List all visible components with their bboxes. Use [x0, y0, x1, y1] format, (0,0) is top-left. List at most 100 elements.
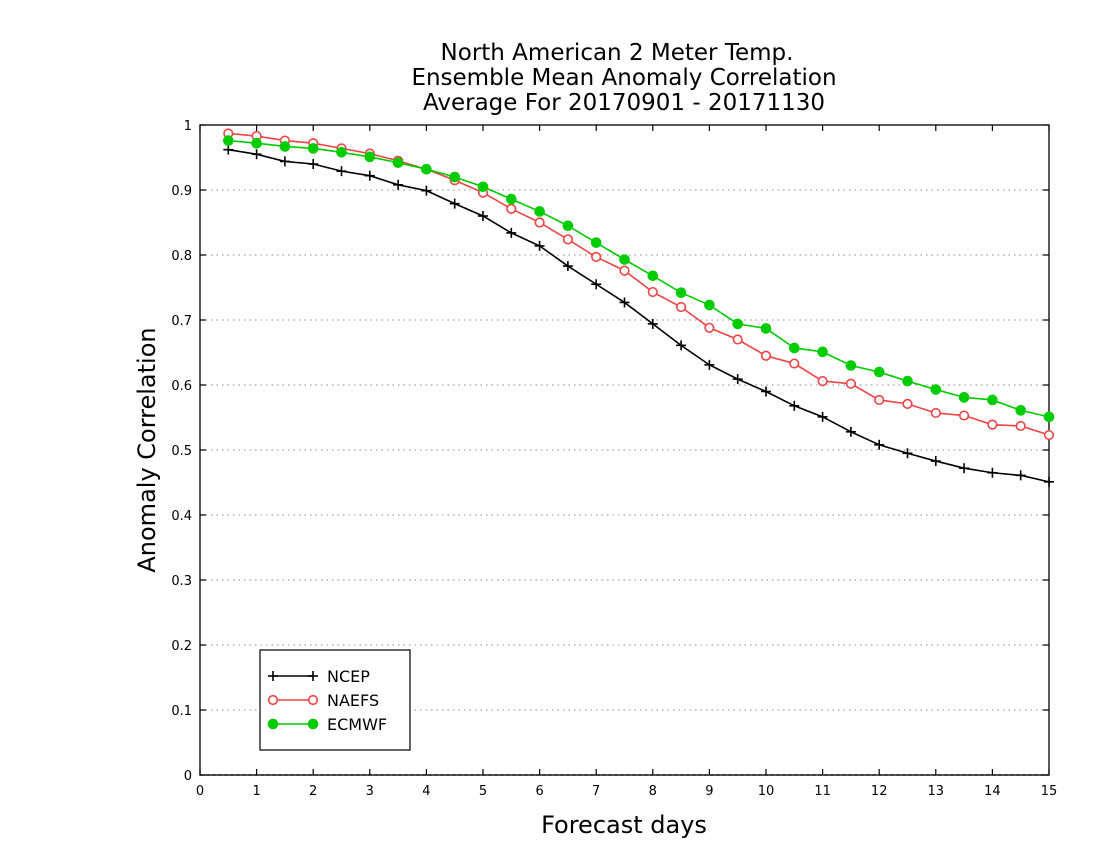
- data-point-ecmwf: [590, 237, 602, 248]
- data-point-ncep: [251, 149, 262, 160]
- x-tick-label: 12: [871, 784, 888, 799]
- y-axis-label: Anomaly Correlation: [133, 327, 161, 572]
- x-tick-label: 11: [814, 784, 831, 799]
- chart-title-line-3: Average For 20170901 - 20171130: [423, 90, 825, 116]
- x-tick-label: 5: [479, 784, 487, 799]
- data-point-ecmwf: [279, 141, 291, 152]
- data-point-ecmwf: [789, 342, 800, 354]
- data-point-ncep: [364, 170, 375, 181]
- data-point-ncep: [562, 261, 573, 272]
- chart-title-line-2: Ensemble Mean Anomaly Correlation: [411, 65, 836, 91]
- data-point-ecmwf: [449, 171, 461, 183]
- legend-items: NCEP NAEFS ECMWF: [267, 667, 387, 734]
- data-point-ecmwf: [364, 151, 376, 163]
- data-point-ecmwf: [930, 384, 942, 395]
- x-tick-label: 14: [984, 784, 1001, 799]
- data-point-ncep: [591, 279, 602, 290]
- data-point-ncep: [647, 318, 658, 329]
- data-point-ecmwf: [307, 143, 319, 154]
- data-point-ncep: [1044, 476, 1054, 487]
- data-point-naefs: [675, 301, 687, 313]
- y-tick-label: 0.9: [171, 184, 192, 199]
- data-point-ncep: [902, 448, 913, 459]
- legend-marker-naefs: [267, 694, 279, 706]
- x-tick-label: 6: [535, 784, 543, 799]
- legend-marker-naefs: [307, 694, 319, 706]
- chart-title-line-1: North American 2 Meter Temp.: [441, 40, 794, 66]
- data-point-naefs: [562, 234, 574, 245]
- y-tick-label: 0: [184, 769, 192, 784]
- data-point-naefs: [1015, 420, 1026, 432]
- data-point-naefs: [647, 286, 658, 298]
- x-axis-label: Forecast days: [541, 811, 707, 839]
- data-point-ncep: [987, 467, 998, 478]
- data-point-naefs: [789, 358, 800, 369]
- data-point-ncep: [619, 297, 630, 308]
- data-point-naefs: [874, 394, 885, 406]
- data-point-naefs: [534, 217, 545, 228]
- data-point-naefs: [732, 334, 743, 345]
- data-point-ncep: [732, 374, 743, 385]
- series-line-ecmwf: [228, 139, 1050, 418]
- legend-label-ncep: NCEP: [327, 667, 370, 686]
- legend-marker-ecmwf: [267, 718, 279, 730]
- data-point-naefs: [760, 350, 772, 361]
- x-tick-label: 15: [1041, 784, 1058, 799]
- data-point-ecmwf: [251, 137, 262, 149]
- legend-marker-ncep: [268, 671, 278, 681]
- data-point-ecmwf: [873, 366, 885, 378]
- legend-marker-ncep: [308, 671, 318, 681]
- data-point-ecmwf: [619, 254, 630, 265]
- data-point-ncep: [336, 166, 347, 177]
- data-point-ecmwf: [902, 375, 913, 387]
- data-point-ecmwf: [477, 181, 489, 193]
- legend-label-ecmwf: ECMWF: [327, 715, 387, 734]
- x-tick-label: 13: [928, 784, 945, 799]
- x-tick-label: 7: [592, 784, 600, 799]
- data-point-ncep: [676, 340, 687, 351]
- data-point-naefs: [987, 419, 998, 430]
- data-point-naefs: [958, 410, 970, 421]
- data-point-ncep: [874, 439, 885, 450]
- x-tick-label: 2: [309, 784, 317, 799]
- data-point-ncep: [421, 185, 432, 196]
- data-point-ecmwf: [732, 318, 744, 330]
- data-point-naefs: [930, 407, 941, 419]
- series-line-naefs: [228, 132, 1050, 436]
- data-point-ncep: [478, 211, 488, 221]
- data-point-ecmwf: [562, 220, 574, 232]
- data-point-ecmwf: [506, 193, 517, 205]
- data-point-ncep: [761, 386, 771, 397]
- y-tick-label: 0.6: [171, 379, 192, 394]
- data-point-ncep: [930, 456, 941, 467]
- legend-label-naefs: NAEFS: [327, 691, 379, 710]
- data-point-ecmwf: [760, 323, 772, 334]
- data-point-naefs: [1043, 429, 1055, 441]
- data-point-ecmwf: [647, 270, 659, 282]
- x-tick-label: 8: [649, 784, 657, 799]
- data-point-naefs: [902, 398, 913, 409]
- x-tick-label: 1: [252, 784, 260, 799]
- data-point-ecmwf: [1043, 411, 1055, 423]
- data-point-ncep: [959, 463, 970, 474]
- y-tick-label: 0.4: [171, 509, 192, 524]
- legend-marker-ecmwf: [307, 718, 319, 730]
- data-point-naefs: [845, 378, 857, 389]
- y-tick-label: 0.8: [171, 249, 192, 264]
- data-point-ecmwf: [845, 360, 857, 371]
- data-point-ecmwf: [392, 157, 404, 168]
- data-point-ecmwf: [534, 206, 545, 217]
- x-tick-label: 10: [758, 784, 775, 799]
- data-point-ncep: [449, 198, 460, 209]
- data-point-ecmwf: [336, 147, 347, 158]
- axis-ticks: 00.10.20.30.40.50.60.70.80.910 1 2 3 4 5 6 7 8 9 1…: [171, 119, 1057, 799]
- data-point-naefs: [506, 203, 517, 214]
- data-point-ncep: [1015, 470, 1026, 481]
- data-point-ecmwf: [421, 163, 432, 175]
- data-point-ncep: [845, 426, 856, 437]
- series-line-ncep: [228, 148, 1050, 483]
- legend: NCEP NAEFS ECMWF: [259, 649, 411, 751]
- x-tick-label: 0: [196, 784, 204, 799]
- data-point-ncep: [393, 179, 404, 190]
- data-point-naefs: [704, 322, 715, 333]
